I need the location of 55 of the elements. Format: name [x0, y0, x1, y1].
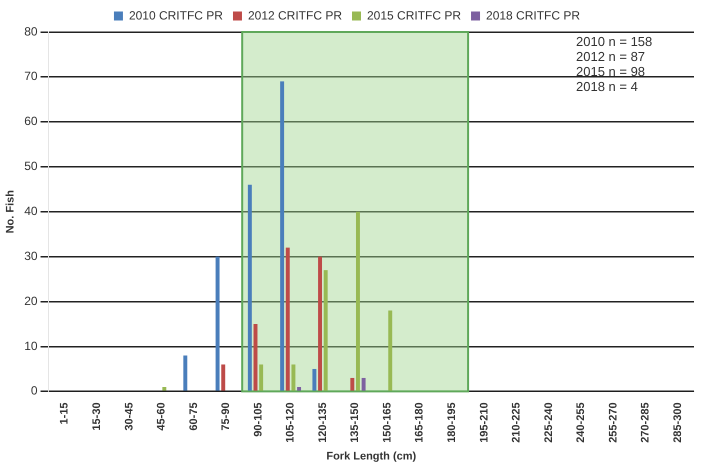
y-tick-label: 40	[24, 204, 38, 218]
bar	[248, 184, 252, 391]
bar	[216, 256, 220, 391]
x-tick-label: 165-180	[414, 402, 426, 443]
x-tick-label: 60-75	[188, 402, 200, 431]
x-tick-label: 210-225	[510, 402, 523, 443]
bar	[324, 270, 328, 391]
bar	[350, 378, 354, 391]
y-tick-label: 10	[24, 338, 38, 353]
x-axis-title: Fork Length (cm)	[326, 450, 417, 462]
y-tick-label: 20	[24, 294, 38, 308]
x-tick-label: 150-165	[381, 402, 394, 443]
bar	[297, 386, 302, 391]
y-tick-label: 70	[24, 69, 38, 84]
x-tick-label: 255-270	[607, 402, 620, 443]
x-tick-label: 30-45	[123, 402, 136, 431]
y-tick-label: 50	[24, 159, 38, 174]
y-tick-label: 0	[30, 384, 38, 398]
x-tick-label: 270-285	[640, 402, 652, 443]
x-tick-label: 285-300	[672, 402, 684, 443]
legend-label: 2015 CRITFC PR	[367, 8, 462, 22]
y-tick-label: 80	[24, 24, 38, 38]
bar	[291, 364, 296, 391]
y-tick-label: 60	[24, 114, 38, 128]
x-tick-label: 105-120	[284, 402, 297, 443]
legend-label: 2010 CRITFC PR	[128, 8, 224, 22]
annotation: 2012 n = 87	[576, 49, 646, 64]
y-tick-label: 30	[24, 248, 38, 263]
bar	[312, 368, 316, 391]
legend-label: 2018 CRITFC PR	[486, 8, 580, 22]
x-tick-label: 195-210	[478, 402, 490, 443]
x-tick-label: 180-195	[446, 402, 458, 443]
bar	[162, 386, 166, 391]
annotation: 2018 n = 4	[576, 79, 638, 94]
x-tick-label: 45-60	[156, 402, 168, 431]
annotation: 2010 n = 158	[576, 34, 652, 50]
legend-label: 2012 CRITFC PR	[248, 8, 342, 22]
x-tick-label: 90-105	[252, 402, 264, 437]
x-tick-label: 240-255	[575, 402, 588, 443]
x-tick-label: 135-150	[349, 402, 362, 443]
bar	[254, 324, 258, 391]
x-tick-label: 75-90	[220, 402, 232, 431]
bar	[259, 364, 264, 391]
bar	[221, 364, 226, 391]
x-tick-label: 1-15	[58, 402, 71, 424]
bar	[183, 355, 188, 391]
bar	[318, 256, 322, 391]
annotation: 2015 n = 98	[576, 64, 646, 80]
bar	[362, 378, 366, 391]
bar	[280, 81, 284, 391]
x-tick-label: 15-30	[90, 402, 103, 431]
x-tick-label: 225-240	[542, 402, 555, 443]
y-axis-title: No. Fish	[4, 190, 17, 234]
x-tick-label: 120-135	[316, 402, 329, 443]
bar	[356, 212, 360, 391]
